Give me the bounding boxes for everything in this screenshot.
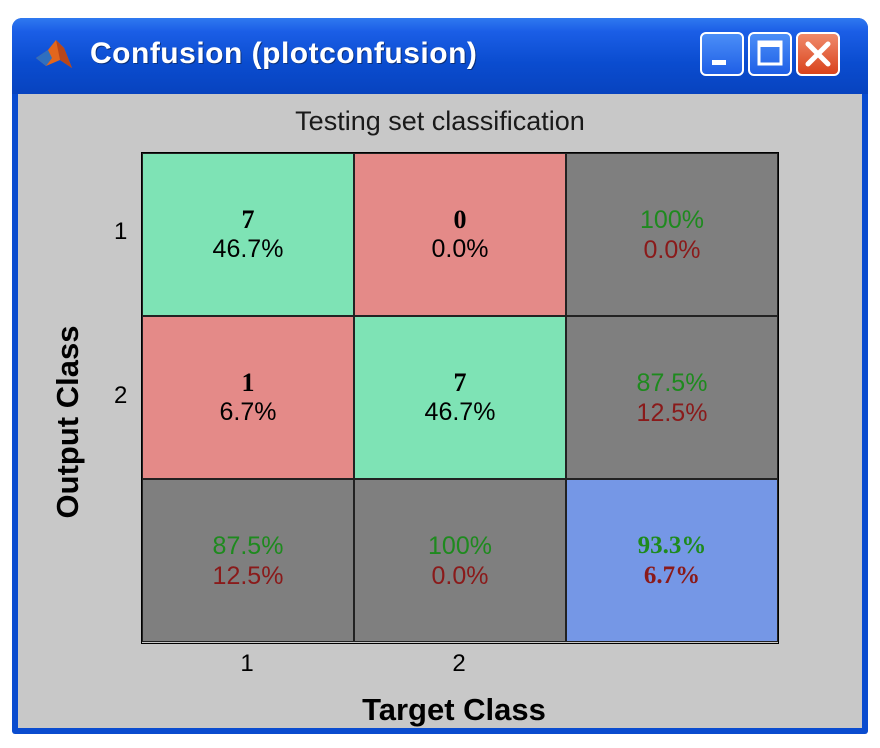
title-bar[interactable]: Confusion (plotconfusion) [12,18,868,94]
matlab-logo-icon [36,40,72,68]
close-button[interactable] [796,32,840,76]
cell-percent: 0.0% [431,234,489,263]
maximize-button[interactable] [748,32,792,76]
matrix-cell-correct: 7 46.7% [142,153,354,316]
chart-title: Testing set classification [295,106,585,136]
cell-error-rate: 12.5% [636,398,708,427]
x-tick-label: 2 [452,650,466,677]
cell-count: 0 [453,204,467,234]
cell-error-rate: 12.5% [212,561,284,590]
matrix-cell-column-summary: 87.5% 12.5% [142,479,354,642]
matrix-cell-correct: 7 46.7% [354,316,566,479]
minimize-button[interactable] [700,32,744,76]
cell-error-rate: 0.0% [643,235,701,264]
x-axis-label: Target Class [362,692,546,727]
overall-accuracy: 93.3% [637,531,707,559]
cell-correct-rate: 100% [428,531,492,560]
matrix-cell-row-summary: 87.5% 12.5% [566,316,778,479]
y-tick-label: 1 [114,218,128,245]
cell-correct-rate: 100% [640,205,704,234]
window-title: Confusion (plotconfusion) [90,37,478,70]
cell-count: 7 [453,367,467,397]
matrix-cell-row-summary: 100% 0.0% [566,153,778,316]
maximize-icon [757,40,783,66]
minimize-icon [712,60,726,65]
cell-percent: 46.7% [212,234,284,263]
matrix-cell-incorrect: 0 0.0% [354,153,566,316]
y-tick-label: 2 [114,382,128,409]
cell-percent: 46.7% [424,397,496,426]
cell-count: 7 [241,204,255,234]
confusion-matrix: 7 46.7% 0 0.0% 100% 0.0% 1 6.7% 7 46.7% … [141,152,779,644]
matrix-cell-incorrect: 1 6.7% [142,316,354,479]
figure-area: Testing set classification Output Class … [18,94,862,728]
matrix-cell-overall: 93.3% 6.7% [566,479,778,642]
overall-error: 6.7% [643,561,701,589]
cell-percent: 6.7% [219,397,277,426]
x-tick-label: 1 [240,650,254,677]
matrix-cell-column-summary: 100% 0.0% [354,479,566,642]
cell-correct-rate: 87.5% [212,531,284,560]
cell-error-rate: 0.0% [431,561,489,590]
y-axis-label: Output Class [50,325,85,519]
plotconfusion-window: Confusion (plotconfusion) Testing set cl… [12,18,868,734]
close-icon [805,41,831,67]
cell-count: 1 [241,367,255,397]
cell-correct-rate: 87.5% [636,368,708,397]
